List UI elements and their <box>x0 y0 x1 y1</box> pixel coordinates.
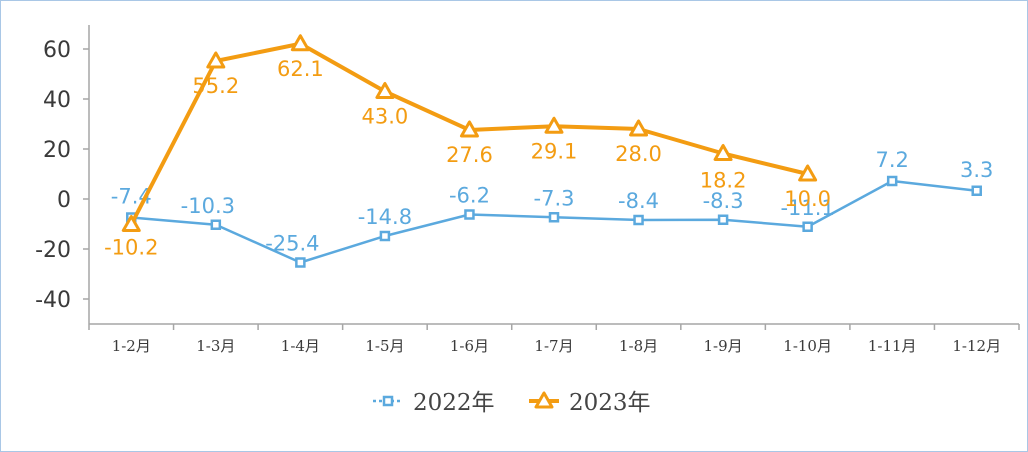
point-marker-square <box>210 219 222 230</box>
data-label: 27.6 <box>446 143 493 167</box>
point-marker-triangle <box>290 34 310 52</box>
y-tick-label: 20 <box>43 138 71 163</box>
data-label: 7.2 <box>875 148 908 172</box>
point-marker-square <box>295 257 306 268</box>
legend-label: 2023年 <box>569 390 651 416</box>
x-tick-label: 1-5月 <box>365 337 404 355</box>
legend-item: 2022年 <box>373 390 495 416</box>
data-label: -11.1 <box>780 196 834 220</box>
point-marker-square <box>802 221 813 232</box>
point-marker-square <box>971 185 982 196</box>
point-marker-triangle <box>459 120 479 138</box>
point-marker-triangle <box>375 82 395 99</box>
data-label: 62.1 <box>277 57 324 81</box>
plot-area: -7.4 -10.3-25.4-14.8-6.2 -7.3 -8.4 -8.3 -11.1… <box>104 34 993 268</box>
legend: 2022年 2023年 <box>373 390 651 416</box>
legend-item: 2023年 <box>529 390 651 416</box>
x-tick-label: 1-6月 <box>450 337 489 355</box>
data-label: 28.0 <box>615 142 662 166</box>
y-tick-label: -20 <box>35 238 71 263</box>
tick-labels: -40 -20 0 20 40 60 1-2月 1-3月 1-4月 1-5月 1-6月 1-7月 1-8… <box>35 38 1001 355</box>
x-tick-label: 1-8月 <box>619 337 658 355</box>
point-marker-triangle <box>629 119 649 137</box>
x-tick-label: 1-7月 <box>534 337 573 355</box>
point-marker-square <box>382 395 394 407</box>
x-tick-label: 1-2月 <box>112 337 151 355</box>
point-marker-square <box>717 214 729 225</box>
data-label: -10.3 <box>181 194 235 218</box>
data-label: -8.3 <box>703 189 744 213</box>
data-label: -6.2 <box>449 184 490 208</box>
data-label: 43.0 <box>362 105 409 129</box>
point-marker-triangle <box>798 164 818 182</box>
data-label: 18.2 <box>700 169 747 193</box>
point-marker-square <box>464 209 475 220</box>
y-tick-label: 40 <box>43 88 71 113</box>
legend-label: 2022年 <box>413 390 495 416</box>
data-label: -25.4 <box>265 232 319 256</box>
data-label: 3.3 <box>960 158 993 182</box>
x-tick-label: 1-12月 <box>952 337 1001 355</box>
x-tick-label: 1-4月 <box>281 337 320 355</box>
y-tick-label: -40 <box>35 288 71 313</box>
y-tick-label: 0 <box>57 188 71 213</box>
point-marker-square <box>379 230 391 242</box>
data-label: 55.2 <box>192 74 239 98</box>
point-marker-square <box>548 212 560 223</box>
point-marker-square <box>886 175 898 187</box>
axes <box>83 25 1020 330</box>
point-marker-triangle <box>121 215 141 232</box>
data-label: -7.3 <box>534 186 575 210</box>
x-tick-label: 1-3月 <box>196 337 235 355</box>
x-tick-label: 1-10月 <box>783 337 832 355</box>
x-tick-label: 1-11月 <box>868 337 917 355</box>
data-label: -14.8 <box>358 205 412 229</box>
series-2023年: -10.2 55.2 62.1 43.0 27.6 29.1 28.0 18.2 10.0 <box>104 34 831 260</box>
point-marker-triangle <box>544 116 564 134</box>
point-marker-triangle <box>206 51 226 69</box>
data-label: 29.1 <box>531 139 578 163</box>
series-2022年: -7.4 -10.3-25.4-14.8-6.2 -7.3 -8.4 -8.3 -11.1… <box>111 148 993 268</box>
y-tick-label: 60 <box>43 38 71 63</box>
data-label: 10.0 <box>784 187 831 211</box>
point-marker-square <box>633 214 644 226</box>
point-marker-triangle <box>713 144 733 161</box>
data-label: -8.4 <box>618 189 659 213</box>
x-tick-label: 1-9月 <box>704 337 743 355</box>
point-marker-triangle <box>534 391 554 409</box>
data-label: -10.2 <box>104 236 158 260</box>
